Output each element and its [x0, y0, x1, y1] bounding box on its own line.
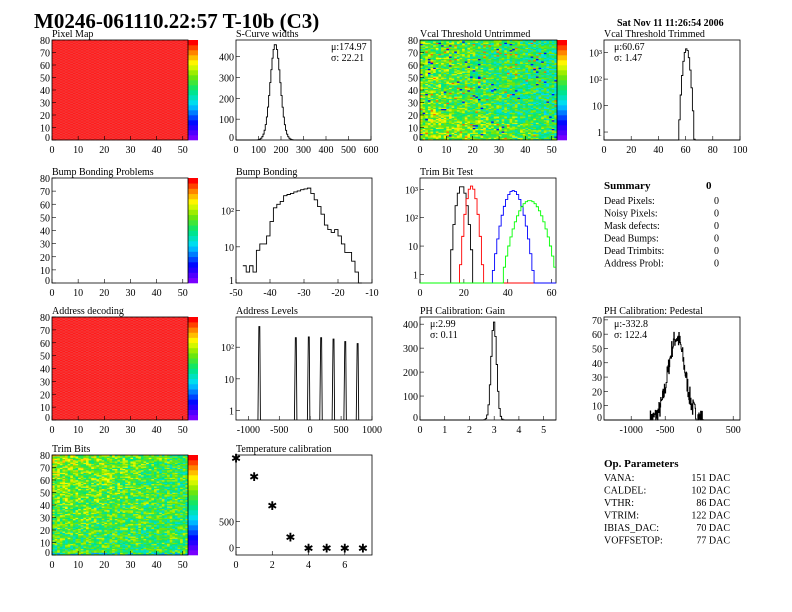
summary-total: 0 — [706, 180, 712, 192]
y-tick-label: 0 — [229, 133, 234, 144]
color-scale-cell — [188, 135, 198, 140]
y-tick-label: 50 — [40, 74, 50, 85]
color-scale-cell — [188, 115, 198, 120]
color-scale-cell — [188, 45, 198, 50]
y-tick-label: 400 — [219, 53, 234, 64]
x-tick-label: 40 — [152, 145, 162, 156]
color-scale-cell — [188, 95, 198, 100]
x-tick-label: 400 — [319, 145, 334, 156]
y-tick-label: 0 — [45, 133, 50, 144]
y-tick-label: 10 — [40, 124, 50, 135]
op-param-label: CALDEL: — [604, 486, 646, 497]
plot-scurve: S-Curve widths 0 100 200 300 400 500 600 0 100 200… — [219, 29, 379, 156]
op-parameters-panel: Op. Parameters VANA: 151 DAC CALDEL: 102 DA… — [604, 458, 730, 547]
summary-row-value: 0 — [714, 246, 719, 257]
y-tick-label: 20 — [40, 111, 50, 122]
op-param-value: 151 DAC — [691, 473, 730, 484]
summary-row-value: 0 — [714, 234, 719, 245]
op-param-value: 86 DAC — [696, 498, 730, 509]
op-param-label: VTHR: — [604, 498, 634, 509]
color-scale-cell — [188, 85, 198, 90]
x-tick-label: 600 — [364, 145, 379, 156]
x-tick-label: 100 — [251, 145, 266, 156]
summary-panel: Summary 0 Dead Pixels: 0 Noisy Pixels: 0 Mas… — [604, 180, 719, 270]
op-param-label: VTRIM: — [604, 511, 639, 522]
summary-row-label: Dead Bumps: — [604, 234, 659, 245]
x-tick-label: 0 — [234, 145, 239, 156]
color-scale-cell — [188, 55, 198, 60]
op-param-value: 77 DAC — [696, 536, 730, 547]
color-scale-cell — [188, 75, 198, 80]
color-scale-cell — [188, 40, 198, 45]
op-param-value: 122 DAC — [691, 511, 730, 522]
op-param-label: IBIAS_DAC: — [604, 523, 659, 534]
y-tick-label: 60 — [40, 61, 50, 72]
summary-row-value: 0 — [714, 196, 719, 207]
summary-title: Summary — [604, 180, 651, 192]
color-scale-cell — [188, 50, 198, 55]
color-scale-cell — [188, 65, 198, 70]
summary-row-label: Address Probl: — [604, 259, 664, 270]
x-tick-label: 30 — [125, 145, 135, 156]
color-scale-cell — [188, 70, 198, 75]
x-tick-label: 500 — [341, 145, 356, 156]
y-tick-label: 80 — [40, 36, 50, 47]
op-param-label: VANA: — [604, 473, 634, 484]
x-tick-label: 10 — [73, 145, 83, 156]
summary-row-value: 0 — [714, 259, 719, 270]
summary-row-label: Dead Pixels: — [604, 196, 655, 207]
x-tick-label: 0 — [50, 145, 55, 156]
y-tick-label: 30 — [40, 99, 50, 110]
plot-vcal-untrimmed: Vcal Threshold Untrimmed0 10 20 30 40 5001020… — [408, 29, 567, 156]
plot-title: S-Curve widths — [236, 29, 299, 40]
y-tick-label: 200 — [219, 94, 234, 105]
summary-row-label: Mask defects: — [604, 221, 660, 232]
op-param-value: 70 DAC — [696, 523, 730, 534]
op-param-label: VOFFSETOP: — [604, 536, 663, 547]
x-tick-label: 20 — [99, 145, 109, 156]
summary-row-label: Noisy Pixels: — [604, 209, 658, 220]
color-scale-cell — [188, 60, 198, 65]
x-tick-label: 200 — [274, 145, 289, 156]
color-scale-cell — [188, 110, 198, 115]
y-tick-label: 100 — [219, 115, 234, 126]
summary-row-value: 0 — [714, 221, 719, 232]
plot-title: Pixel Map — [52, 29, 93, 40]
y-tick-label: 40 — [40, 86, 50, 97]
op-parameters-title: Op. Parameters — [604, 458, 679, 470]
color-scale-cell — [188, 90, 198, 95]
color-scale-cell — [188, 105, 198, 110]
y-tick-label: 300 — [219, 74, 234, 85]
color-scale-cell — [188, 100, 198, 105]
op-param-value: 102 DAC — [691, 486, 730, 497]
color-scale-cell — [188, 125, 198, 130]
plot-title: Vcal Threshold Untrimmed — [420, 29, 530, 40]
x-tick-label: 50 — [178, 145, 188, 156]
summary-row-label: Dead Trimbits: — [604, 246, 664, 257]
x-tick-label: 300 — [296, 145, 311, 156]
stats-label: σ: 22.21 — [331, 53, 364, 64]
stats-label: μ:174.97 — [331, 42, 367, 53]
color-scale-cell — [188, 120, 198, 125]
color-scale-cell — [188, 80, 198, 85]
color-scale-cell — [188, 130, 198, 135]
canvas-date: Sat Nov 11 11:26:54 2006 — [617, 18, 724, 29]
y-tick-label: 70 — [40, 49, 50, 60]
summary-row-value: 0 — [714, 209, 719, 220]
